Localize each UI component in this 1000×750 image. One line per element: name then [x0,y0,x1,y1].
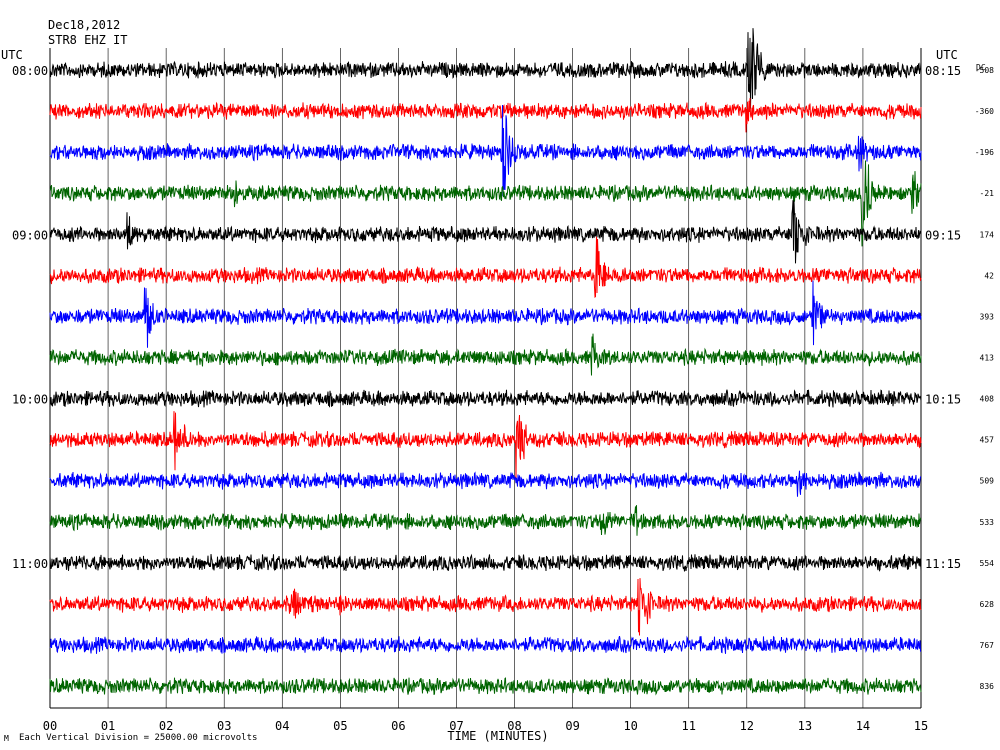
trace-row-10 [49,470,922,497]
x-tick-label: 01 [101,719,115,733]
trace-row-2 [49,104,922,197]
footer-mark: M [4,734,9,743]
dc-offset-label: 554 [980,559,995,568]
x-tick-label: 13 [798,719,812,733]
dc-offset-labels: -508 -360 -196 -21 174 42 393 413 408 457 509 533 55… [975,66,994,691]
trace-row-15 [49,677,922,696]
x-tick-label: 11 [682,719,696,733]
right-time-label: 11:15 [925,557,961,571]
left-time-labels: 08:00 09:00 10:00 11:00 [12,64,48,571]
dc-offset-label: 767 [980,641,995,650]
left-time-label: 08:00 [12,64,48,78]
x-tick-label: 07 [449,719,463,733]
dc-offset-label: -196 [975,148,994,157]
dc-offset-label: 457 [980,436,995,445]
x-tick-label: 15 [914,719,928,733]
right-utc-label: UTC [936,48,958,62]
right-time-labels: 08:15 09:15 10:15 11:15 [925,64,961,571]
x-tick-label: 09 [565,719,579,733]
trace-row-11 [49,505,922,536]
dc-offset-label: 42 [984,271,994,280]
dc-offset-label: -21 [980,189,995,198]
x-tick-label: 03 [217,719,231,733]
dc-offset-label: 393 [980,312,995,321]
left-time-label: 10:00 [12,393,48,407]
dc-offset-label: -508 [975,66,994,75]
left-time-label: 11:00 [12,557,48,571]
dc-offset-label: 408 [980,395,995,404]
left-utc-label: UTC [1,48,23,62]
chart-date: Dec18,2012 [48,18,120,32]
x-tick-label: 05 [333,719,347,733]
x-tick-label: 14 [856,719,870,733]
trace-row-9 [49,411,922,479]
trace-row-6 [49,280,922,348]
dc-offset-label: 628 [980,600,995,609]
x-axis-title: TIME (MINUTES) [447,729,548,743]
dc-offset-label: -360 [975,107,994,116]
x-tick-label: 12 [740,719,754,733]
trace-group [49,28,922,696]
trace-row-14 [49,635,922,654]
x-tick-label: 08 [507,719,521,733]
dc-offset-label: 174 [980,230,995,239]
dc-offset-label: 509 [980,477,995,486]
dc-offset-label: 836 [980,682,995,691]
station-code: STR8 EHZ IT [48,33,127,47]
dc-offset-label: 413 [980,353,995,362]
grid-lines [49,48,922,709]
trace-row-3 [49,160,922,247]
x-axis-ticks: 00 01 02 03 04 05 06 07 08 09 10 11 12 13 14 15 [43,719,928,733]
trace-row-12 [49,553,922,572]
trace-row-5 [49,236,922,298]
x-tick-label: 10 [623,719,637,733]
right-time-label: 09:15 [925,228,961,242]
x-tick-label: 04 [275,719,289,733]
trace-row-8 [49,389,922,408]
trace-row-1 [49,98,922,133]
right-time-label: 10:15 [925,393,961,407]
left-time-label: 09:00 [12,228,48,242]
right-time-label: 08:15 [925,64,961,78]
x-tick-label: 02 [159,719,173,733]
trace-row-0 [49,28,922,109]
trace-row-7 [49,333,922,376]
trace-row-13 [49,578,922,636]
footer-note: Each Vertical Division = 25000.00 microv… [19,733,257,743]
trace-row-4 [49,200,922,264]
x-tick-label: 00 [43,719,57,733]
dc-offset-label: 533 [980,518,995,527]
dc-header: DC [976,63,986,72]
x-tick-label: 06 [391,719,405,733]
